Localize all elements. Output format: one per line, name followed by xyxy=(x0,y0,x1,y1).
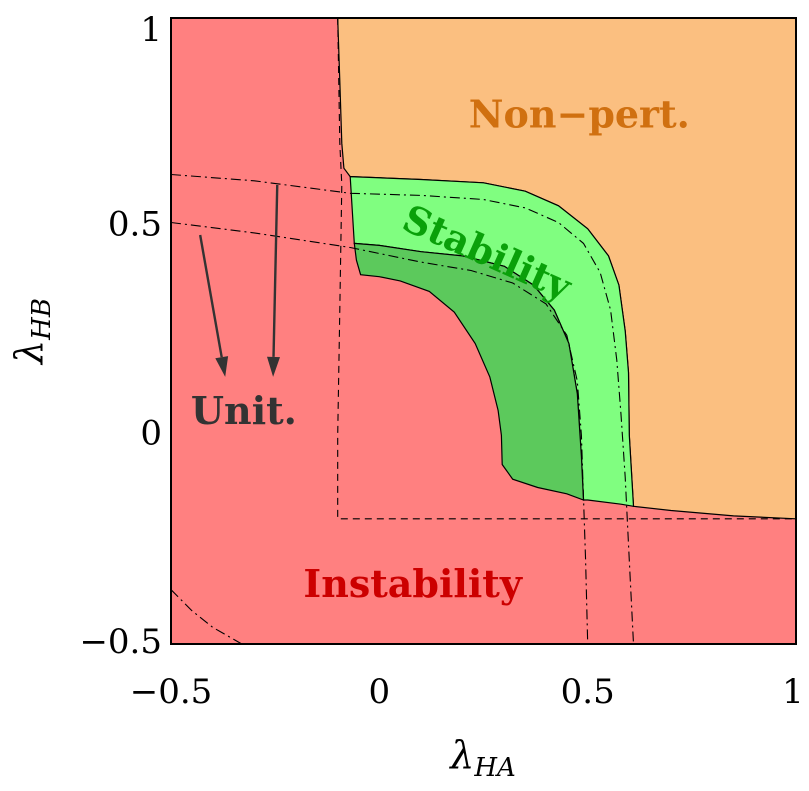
instability-label: Instability xyxy=(303,561,522,606)
unitarity-arrow-head-1 xyxy=(267,356,280,377)
plot-frame xyxy=(170,17,797,645)
plot-area xyxy=(171,18,796,644)
dashdot-corner-line xyxy=(171,589,243,644)
x-axis-subscript: HA xyxy=(473,753,515,783)
x-axis-symbol: λ xyxy=(448,733,474,777)
stability-dark-region xyxy=(353,242,585,501)
unitarity-arrows xyxy=(198,184,280,377)
unitarity-arrow-shaft-1 xyxy=(272,184,279,357)
y-axis-subscript: HB xyxy=(27,298,57,341)
y-axis-symbol: λ xyxy=(7,340,51,366)
x-tick-label: 0.5 xyxy=(561,672,615,712)
x-tick-label: 1 xyxy=(782,672,804,712)
y-tick-label: 0 xyxy=(140,413,162,453)
y-tick-label: −0.5 xyxy=(79,622,162,662)
y-tick-labels: −0.5 0 0.5 1 xyxy=(79,10,162,662)
unit-label: Unit. xyxy=(191,388,297,433)
x-tick-labels: −0.5 0 0.5 1 xyxy=(130,672,804,712)
dashdot-lower-line xyxy=(171,221,589,644)
boundary-lines xyxy=(171,18,796,644)
unitarity-arrow-head-2 xyxy=(215,356,229,377)
x-tick-label: 0 xyxy=(369,672,391,712)
y-axis-label: λHB xyxy=(7,298,57,366)
x-axis-label: λHA xyxy=(448,733,516,783)
x-tick-label: −0.5 xyxy=(130,672,213,712)
non-pert-label: Non−pert. xyxy=(469,92,690,137)
dashdot-upper-line xyxy=(171,173,635,644)
unitarity-arrow-shaft-2 xyxy=(198,234,223,358)
y-tick-label: 1 xyxy=(140,10,162,50)
y-tick-label: 0.5 xyxy=(108,205,162,245)
